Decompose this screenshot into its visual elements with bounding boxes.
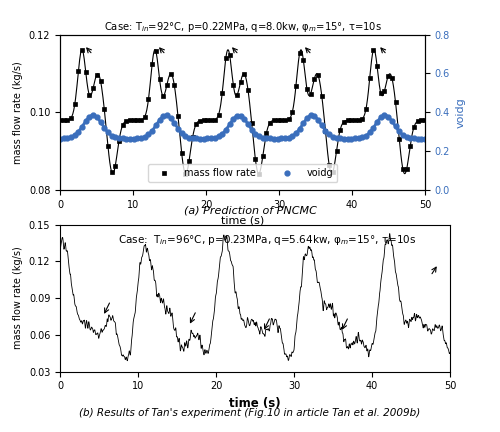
Title: Case: T$_{in}$=92°C, p=0.22MPa, q=8.0kw, φ$_{m}$=15°, τ=10s: Case: T$_{in}$=92°C, p=0.22MPa, q=8.0kw,…: [104, 20, 382, 35]
voidg: [90, 113, 96, 118]
mass flow rate: [422, 118, 428, 123]
Text: Case:  T$_{in}$=96°C, p=0.23MPa, q=5.64kw, φ$_{m}$=15°, τ=10s: Case: T$_{in}$=96°C, p=0.23MPa, q=5.64kw…: [118, 233, 416, 248]
voidg: [248, 127, 254, 132]
mass flow rate: [57, 118, 63, 123]
voidg: [278, 136, 284, 141]
Line: voidg: voidg: [58, 113, 428, 141]
X-axis label: time (s): time (s): [221, 216, 264, 226]
voidg: [400, 133, 406, 138]
Y-axis label: mass flow rate (kg/s): mass flow rate (kg/s): [13, 247, 23, 349]
voidg: [146, 132, 152, 137]
Line: mass flow rate: mass flow rate: [58, 48, 427, 176]
voidg: [57, 136, 63, 141]
voidg: [348, 136, 354, 141]
voidg: [422, 136, 428, 141]
voidg: [411, 136, 417, 141]
mass flow rate: [411, 124, 417, 130]
mass flow rate: [256, 171, 262, 176]
voidg: [130, 136, 136, 141]
mass flow rate: [400, 166, 406, 172]
Text: (b) Results of Tan's experiment (Fig.10 in article Tan et al. 2009b): (b) Results of Tan's experiment (Fig.10 …: [80, 408, 420, 418]
mass flow rate: [79, 47, 85, 52]
mass flow rate: [130, 118, 136, 123]
Y-axis label: voidg: voidg: [456, 97, 466, 128]
mass flow rate: [248, 121, 254, 126]
Legend: mass flow rate, voidg: mass flow rate, voidg: [148, 164, 338, 182]
mass flow rate: [282, 118, 288, 123]
X-axis label: time (s): time (s): [229, 397, 281, 410]
Y-axis label: mass flow rate (kg/s): mass flow rate (kg/s): [13, 61, 23, 164]
Text: (a) Prediction of PNCMC: (a) Prediction of PNCMC: [184, 205, 316, 215]
mass flow rate: [146, 97, 152, 102]
